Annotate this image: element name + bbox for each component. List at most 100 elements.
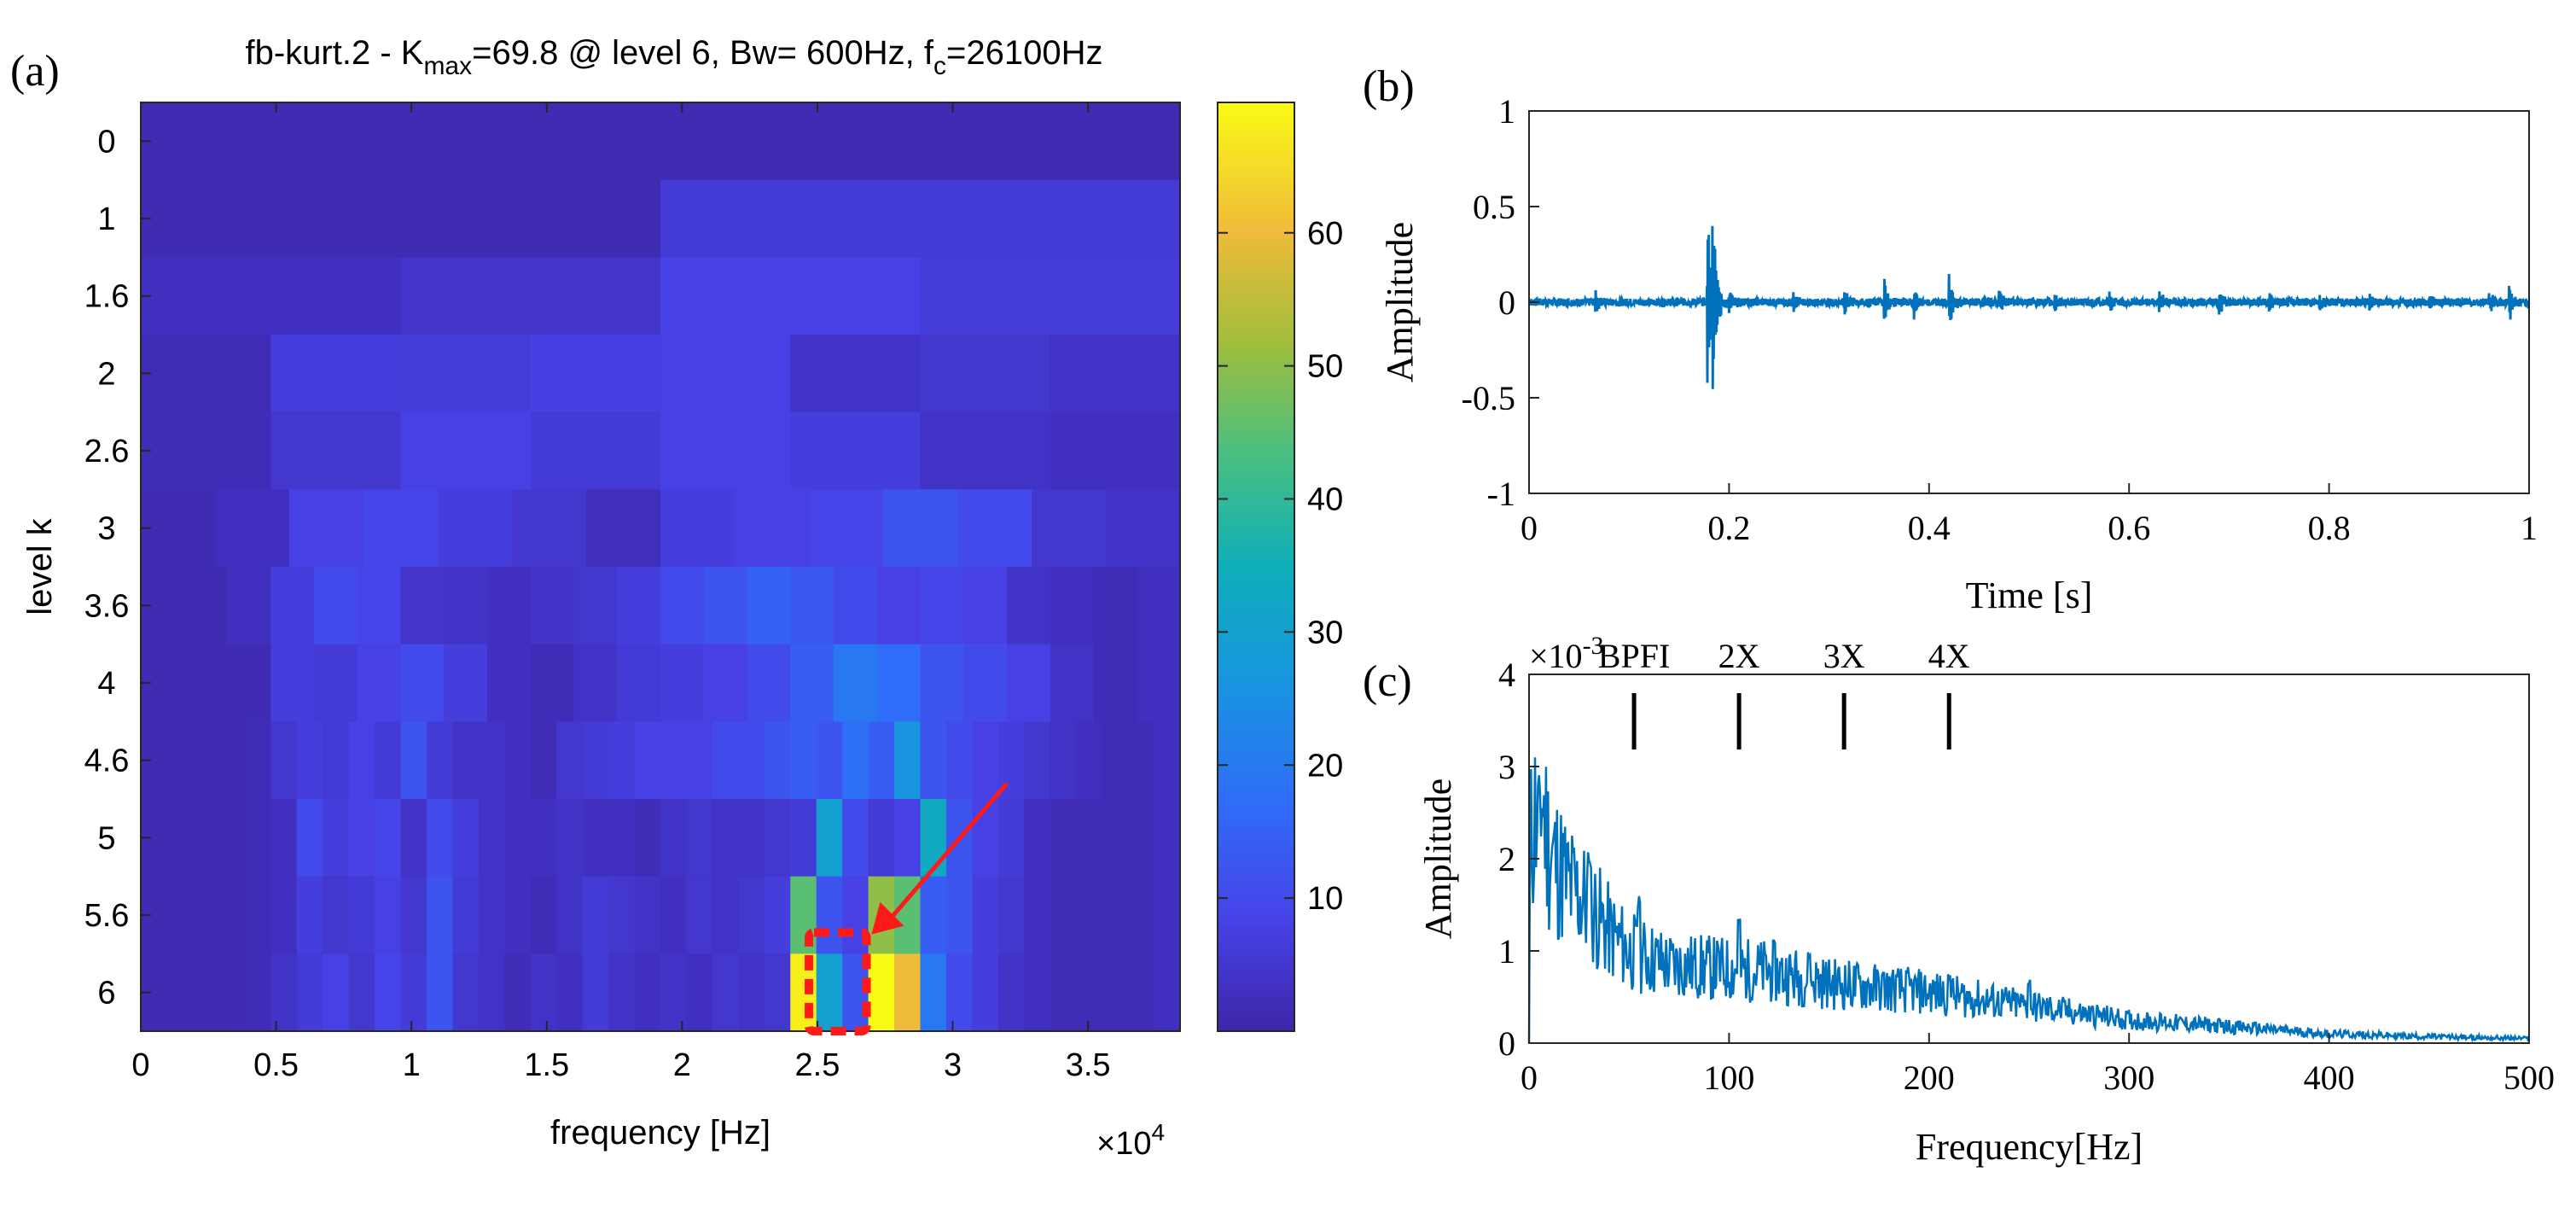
heatmap-cell xyxy=(1032,489,1107,568)
heatmap-cell xyxy=(400,799,427,878)
heatmap-cell xyxy=(400,335,532,413)
heatmap-cell xyxy=(660,179,1181,258)
heatmap-cell xyxy=(790,335,922,413)
heatmap-cell xyxy=(712,953,739,1032)
heatmap-cell xyxy=(660,411,791,490)
heatmap-cell xyxy=(270,411,402,490)
heatmap-cell xyxy=(1024,799,1051,878)
heatmap-cell xyxy=(1154,953,1181,1032)
panel-a: (a) fb-kurt.2 - Kmax=69.8 @ level 6, Bw=… xyxy=(10,34,1343,1162)
heatmap-cell xyxy=(478,799,505,878)
heatmap-cell xyxy=(816,799,843,878)
highlight-arrow xyxy=(887,782,1009,923)
spectrum-y-tick-label: 1 xyxy=(1498,932,1515,971)
heatmap-cell xyxy=(270,876,298,954)
heatmap-cell xyxy=(1154,876,1181,954)
heatmap-cell xyxy=(957,489,1032,568)
heatmap-cell xyxy=(1076,721,1103,800)
heatmap-cell xyxy=(920,335,1051,413)
heatmap-cell xyxy=(556,953,584,1032)
heatmap-cell xyxy=(617,644,661,722)
fault-marker-label: 2X xyxy=(1718,637,1760,675)
heatmap-cell xyxy=(1154,799,1181,878)
heatmap-cell xyxy=(1128,721,1155,800)
heatmap-cell xyxy=(400,721,427,800)
spectrum-x-tick-label: 300 xyxy=(2103,1058,2154,1097)
time-x-tick-label: 0.2 xyxy=(1707,509,1750,547)
spectrum-y-multiplier: ×10-3 xyxy=(1529,632,1604,675)
time-y-tick-label: 0.5 xyxy=(1473,188,1515,226)
heatmap-cell xyxy=(764,721,791,800)
heatmap-cell xyxy=(920,876,947,954)
heatmap-cell xyxy=(945,876,973,954)
heatmap-cell xyxy=(270,953,298,1032)
spectrum-plot xyxy=(1527,757,2530,1044)
heatmap-cell xyxy=(876,567,922,645)
fault-frequency-markers: BPFI 2X 3X 4X xyxy=(1598,637,1970,749)
heatmap-annotation xyxy=(804,782,1009,1036)
heatmap-axes: 0 0.5 1 1.5 2 2.5 3 3.5 0 1 1.6 2 2.6 3 3.6 4 4.6 5 5.6 6 xyxy=(84,102,1111,1083)
heatmap-cell xyxy=(530,876,557,954)
heatmap-cell xyxy=(790,799,817,878)
heatmap-cell xyxy=(504,799,532,878)
heatmap-cell xyxy=(296,721,323,800)
time-y-tick-label: 1 xyxy=(1498,92,1515,131)
heatmap-cell xyxy=(997,799,1025,878)
time-signal-axes: 0 0.2 0.4 0.6 0.8 1 -1 -0.5 0 0.5 1 xyxy=(1462,92,2538,547)
heatmap-cell xyxy=(920,411,1051,490)
colorbar-tick-label: 50 xyxy=(1307,349,1343,385)
colorbar-tick-label: 10 xyxy=(1307,881,1343,917)
heatmap-cell xyxy=(764,799,791,878)
heatmap-cell xyxy=(487,644,532,722)
heatmap-cell xyxy=(573,567,618,645)
heatmap-cell xyxy=(444,644,488,722)
heatmap-cell xyxy=(218,721,246,800)
heatmap-cell xyxy=(1128,799,1155,878)
heatmap-cell xyxy=(400,411,532,490)
heatmap-cell xyxy=(504,721,532,800)
time-signal-ylabel: Amplitude xyxy=(1379,222,1421,382)
heatmap-cell xyxy=(375,953,402,1032)
heatmap-cell xyxy=(141,489,216,568)
heatmap-cell xyxy=(348,876,375,954)
heatmap-cell xyxy=(1102,876,1129,954)
heatmap-cell xyxy=(296,953,323,1032)
heatmap-cell xyxy=(883,489,958,568)
heatmap-cell xyxy=(747,567,791,645)
heatmap-cell xyxy=(452,876,480,954)
heatmap-cell xyxy=(660,257,922,335)
heatmap-cell xyxy=(920,644,964,722)
heatmap-cell xyxy=(348,721,375,800)
heatmap-cell xyxy=(1154,721,1181,800)
heatmap-cell xyxy=(816,876,843,954)
heatmap-cell xyxy=(1102,799,1129,878)
spectrum-y-tick-label: 3 xyxy=(1498,748,1515,786)
heatmap-cell xyxy=(764,953,791,1032)
heatmap-cell xyxy=(426,953,453,1032)
heatmap-cell xyxy=(400,644,445,722)
heatmap-cell xyxy=(183,567,229,645)
heatmap-cell xyxy=(141,102,1181,181)
heatmap-x-tick-label: 3.5 xyxy=(1066,1047,1111,1083)
heatmap-cell xyxy=(660,644,705,722)
heatmap-cell xyxy=(764,876,791,954)
heatmap-cell xyxy=(608,799,636,878)
colorbar-tick-label: 60 xyxy=(1307,216,1343,252)
heatmap-cell xyxy=(314,644,358,722)
heatmap-cell xyxy=(192,721,219,800)
heatmap-cell xyxy=(660,799,688,878)
heatmap-cell xyxy=(660,335,791,413)
heatmap-x-multiplier: ×104 xyxy=(1096,1119,1165,1162)
heatmap-cell xyxy=(1102,721,1129,800)
heatmap-cell xyxy=(363,489,439,568)
heatmap-cell xyxy=(1076,876,1103,954)
heatmap-cell xyxy=(582,799,609,878)
heatmap-cell xyxy=(894,721,922,800)
heatmap-cell xyxy=(686,876,713,954)
heatmap-cell xyxy=(504,876,532,954)
time-x-tick-label: 0 xyxy=(1521,509,1538,547)
spectrum-axes: 0 100 200 300 400 500 0 1 2 3 4 xyxy=(1498,656,2555,1097)
heatmap-cell xyxy=(452,953,480,1032)
heatmap-y-tick-label: 1 xyxy=(97,201,115,237)
heatmap-cell xyxy=(192,953,219,1032)
